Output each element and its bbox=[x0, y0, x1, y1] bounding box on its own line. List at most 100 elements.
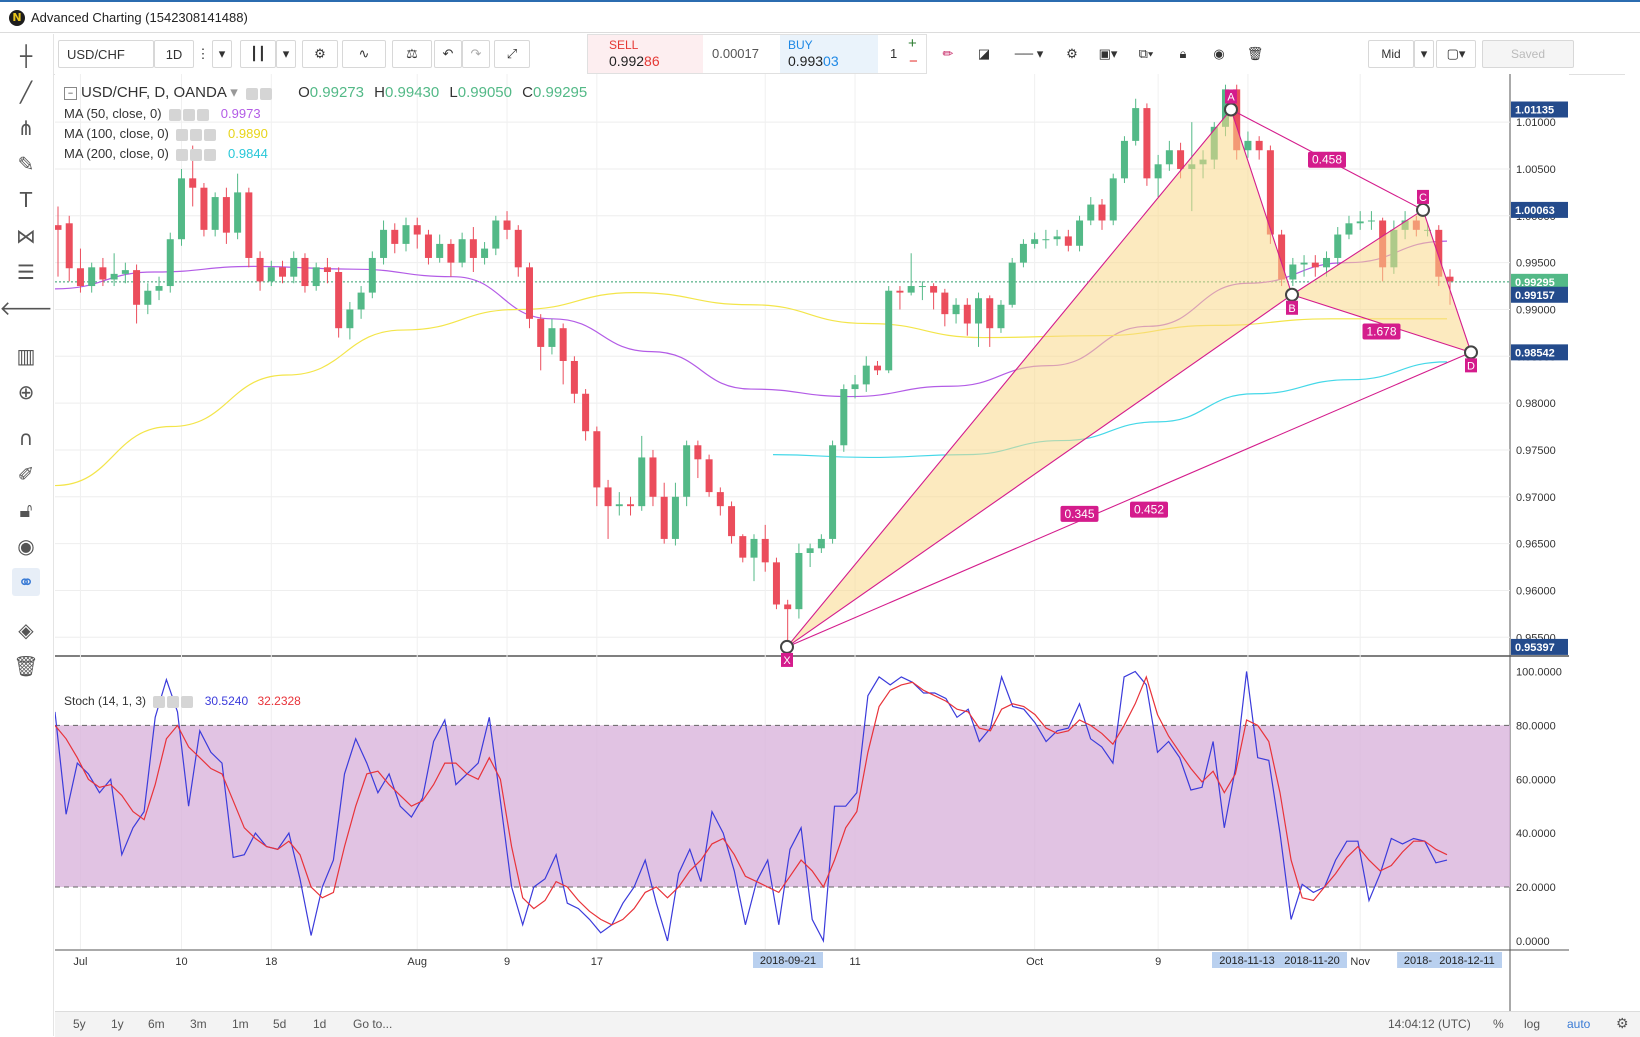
chart-area[interactable]: 1.010001.005001.000000.995000.990000.985… bbox=[54, 74, 1569, 1014]
range-5d[interactable]: 5d bbox=[273, 1017, 287, 1031]
back-arrow-icon[interactable]: 🡐 bbox=[0, 296, 53, 320]
buy-button[interactable]: BUY 0.99303 bbox=[780, 35, 878, 73]
unlock-icon[interactable]: 🔓︎ bbox=[19, 498, 33, 522]
pattern-point bbox=[1464, 345, 1478, 360]
brush-icon[interactable]: ✎ bbox=[17, 152, 35, 176]
compare-icon[interactable]: ⚖ bbox=[392, 40, 432, 68]
lock-icon[interactable]: 🔒︎ bbox=[1168, 40, 1198, 68]
quantity-input[interactable]: 1 bbox=[890, 46, 898, 61]
more-icon[interactable]: ⋮ bbox=[194, 40, 212, 68]
candle-body bbox=[267, 267, 275, 282]
minus-button[interactable]: − bbox=[909, 53, 918, 70]
drawing-settings-icon[interactable]: ⚙ bbox=[1056, 40, 1088, 68]
candle-body bbox=[975, 298, 983, 324]
pattern-line bbox=[1422, 209, 1472, 353]
candle-body bbox=[537, 318, 545, 347]
candle-body bbox=[739, 536, 747, 558]
redo-icon[interactable]: ↷ bbox=[462, 40, 490, 68]
visibility-icon[interactable]: ◉ bbox=[1204, 40, 1234, 68]
prediction-icon[interactable]: ☰ bbox=[17, 260, 35, 284]
candle-body bbox=[907, 286, 915, 293]
crosshair-icon[interactable]: ┼ bbox=[19, 44, 33, 68]
candle-body bbox=[986, 298, 994, 329]
eye-icon[interactable]: ◉ bbox=[17, 534, 35, 558]
interval-select[interactable]: 1D bbox=[154, 40, 194, 68]
price-source-select[interactable]: Mid bbox=[1368, 40, 1414, 68]
x-tick-label: Oct bbox=[1026, 956, 1043, 968]
candle-body bbox=[1244, 140, 1252, 151]
pattern-icon[interactable]: ⋈ bbox=[16, 224, 36, 248]
theme-toggle-icon[interactable]: ▢▾ bbox=[1436, 40, 1476, 68]
range-3m[interactable]: 3m bbox=[190, 1017, 207, 1031]
candle-body bbox=[222, 197, 230, 233]
price-source-chevron-icon[interactable]: ▾ bbox=[1414, 40, 1434, 68]
range-5y[interactable]: 5y bbox=[73, 1017, 86, 1031]
stoch-legend[interactable]: Stoch (14, 1, 3) 30.5240 32.2328 bbox=[64, 694, 301, 708]
percent-toggle[interactable]: % bbox=[1493, 1017, 1504, 1031]
ma50-legend[interactable]: MA (50, close, 0) 0.9973 bbox=[64, 106, 261, 121]
indicators-icon[interactable]: ∿ bbox=[342, 40, 386, 68]
stoch-y-tick-label: 80.0000 bbox=[1516, 720, 1556, 732]
collapse-icon[interactable]: − bbox=[64, 86, 77, 100]
ma100-actions-icon[interactable] bbox=[176, 128, 220, 141]
candle-body bbox=[447, 243, 455, 263]
y-tick-label: 0.98000 bbox=[1516, 398, 1556, 410]
candle-body bbox=[829, 445, 837, 539]
pattern-fill-xab bbox=[787, 109, 1292, 647]
bottom-bar: 5y 1y 6m 3m 1m 5d 1d Go to... 14:04:12 (… bbox=[55, 1011, 1640, 1037]
pitchfork-icon[interactable]: ⋔ bbox=[17, 116, 35, 140]
ma50-actions-icon[interactable] bbox=[169, 108, 213, 121]
link-icon[interactable]: ⚭ bbox=[12, 568, 40, 596]
auto-toggle[interactable]: auto bbox=[1567, 1017, 1591, 1031]
trash-icon[interactable]: 🗑︎ bbox=[13, 654, 39, 678]
text-icon[interactable]: T bbox=[19, 188, 33, 212]
zoom-icon[interactable]: ⊕ bbox=[17, 380, 35, 404]
range-1d[interactable]: 1d bbox=[313, 1017, 327, 1031]
high-label: H bbox=[374, 84, 385, 101]
symbol-input[interactable]: USD/CHF bbox=[58, 40, 154, 68]
candle-body bbox=[357, 292, 365, 310]
plus-button[interactable]: + bbox=[908, 35, 917, 52]
delete-icon[interactable]: 🗑︎ bbox=[1240, 40, 1270, 68]
settings-icon[interactable]: ⚙ bbox=[1616, 1015, 1629, 1031]
layers-icon[interactable]: ◈ bbox=[18, 618, 34, 642]
goto-button[interactable]: Go to... bbox=[353, 1017, 393, 1031]
candle-body bbox=[873, 365, 881, 371]
chart-type-chevron-icon[interactable]: ▾ bbox=[276, 40, 296, 68]
fill-bucket-icon[interactable]: ◪ bbox=[968, 40, 1000, 68]
legend-actions-icon[interactable] bbox=[245, 87, 290, 101]
ma200-actions-icon[interactable] bbox=[176, 148, 220, 161]
magnet-icon[interactable]: ∩ bbox=[18, 426, 34, 450]
y-tick-label: 0.99500 bbox=[1516, 258, 1556, 270]
template-icon[interactable]: ▣▾ bbox=[1090, 40, 1126, 68]
saved-button[interactable]: Saved bbox=[1482, 40, 1574, 68]
range-6m[interactable]: 6m bbox=[148, 1017, 165, 1031]
pencil-icon[interactable]: ✏ bbox=[932, 40, 964, 68]
fullscreen-icon[interactable]: ⤢ bbox=[494, 40, 530, 68]
buy-label: BUY bbox=[788, 38, 813, 52]
ma200-legend[interactable]: MA (200, close, 0) 0.9844 bbox=[64, 146, 268, 161]
undo-icon[interactable]: ↶ bbox=[434, 40, 462, 68]
range-1y[interactable]: 1y bbox=[111, 1017, 124, 1031]
ma100-legend[interactable]: MA (100, close, 0) 0.9890 bbox=[64, 126, 268, 141]
range-1m[interactable]: 1m bbox=[232, 1017, 249, 1031]
trend-line-icon[interactable]: ╱ bbox=[19, 80, 33, 104]
sell-button[interactable]: SELL 0.99286 bbox=[588, 35, 703, 73]
price-label: 0.95397 bbox=[1515, 642, 1555, 654]
chart-canvas[interactable]: 1.010001.005001.000000.995000.990000.985… bbox=[54, 74, 1569, 1014]
line-style-icon[interactable]: ── ▾ bbox=[1004, 40, 1054, 68]
clone-icon[interactable]: ⧉▾ bbox=[1128, 40, 1164, 68]
legend-chevron-icon[interactable]: ▾ bbox=[230, 84, 238, 101]
settings-gear-icon[interactable]: ⚙ bbox=[302, 40, 338, 68]
chevron-down-icon[interactable]: ▾ bbox=[212, 40, 232, 68]
candle-body bbox=[1120, 140, 1128, 179]
candle-body bbox=[941, 292, 949, 315]
stoch-actions-icon[interactable] bbox=[153, 695, 197, 708]
log-toggle[interactable]: log bbox=[1524, 1017, 1541, 1031]
candle-body bbox=[1233, 89, 1241, 151]
candle-body bbox=[312, 267, 320, 287]
lock-drawing-icon[interactable]: ✐ bbox=[17, 462, 35, 486]
candle-body bbox=[492, 220, 500, 249]
candles-icon[interactable]: ┃┃ bbox=[240, 40, 276, 68]
measure-icon[interactable]: ▥ bbox=[16, 344, 36, 368]
